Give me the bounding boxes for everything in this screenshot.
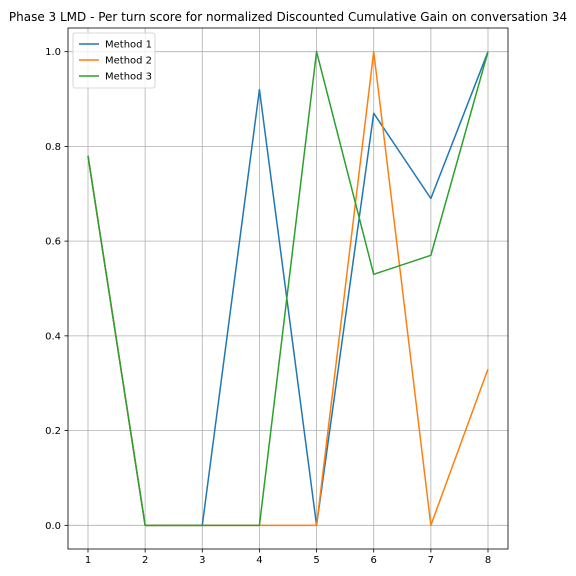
x-tick-label: 1 [85,555,91,566]
x-tick-label: 2 [142,555,148,566]
x-tick-label: 4 [256,555,262,566]
legend-label-method-3: Method 3 [105,72,152,83]
chart-title: Phase 3 LMD - Per turn score for normali… [9,10,567,24]
y-tick-label: 0.4 [45,331,61,342]
x-tick-label: 3 [199,555,205,566]
legend-box [72,32,156,89]
y-tick-label: 1.0 [45,47,61,58]
legend-label-method-1: Method 1 [105,40,152,51]
axis-ticks: 1 2 3 4 5 6 7 8 0.0 0.2 0.4 0.6 0.8 1.0 [45,47,491,566]
legend: Method 1 Method 2 Method 3 [72,32,156,89]
axes-frame [67,27,509,550]
x-tick-label: 8 [485,555,491,566]
legend-label-method-2: Method 2 [105,56,152,67]
series-line-method-3 [87,50,489,527]
y-tick-label: 0.0 [45,521,61,532]
x-tick-label: 5 [313,555,319,566]
x-tick-label: 6 [371,555,377,566]
y-tick-label: 0.2 [45,426,61,437]
y-tick-label: 0.6 [45,237,61,248]
y-tick-label: 0.8 [45,142,61,153]
x-tick-label: 7 [428,555,434,566]
series-lines [87,50,489,527]
